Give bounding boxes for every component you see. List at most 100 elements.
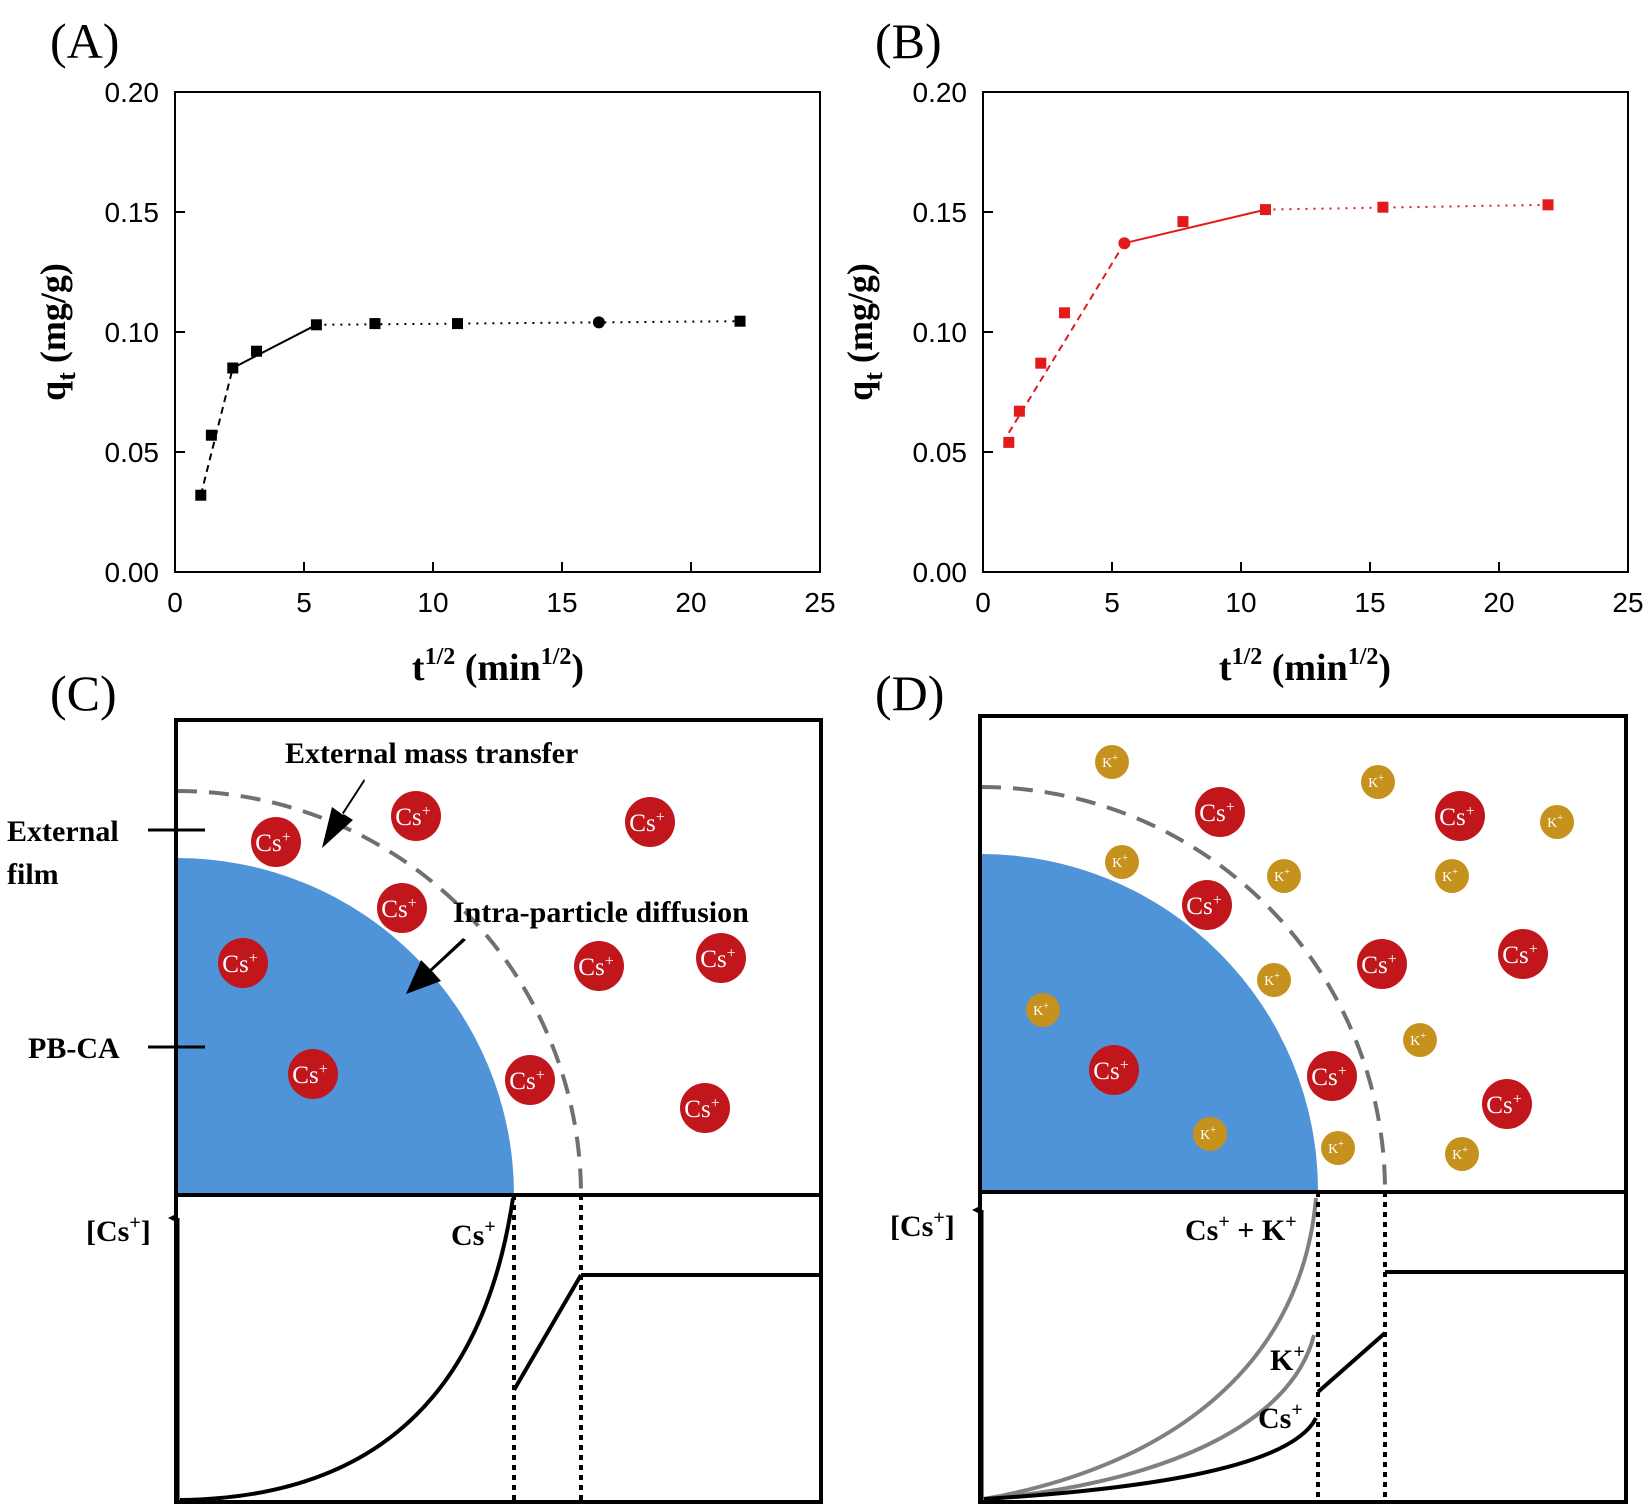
chart-a-fit-solid	[232, 323, 317, 369]
svg-text:K+: K+	[1328, 1139, 1344, 1157]
diagram-d-k-profile	[983, 1334, 1316, 1501]
chart-b-xtick-label: 10	[1225, 587, 1256, 618]
chart-b-fit-dotted	[1265, 203, 1549, 211]
chart-b-frame	[982, 91, 1629, 573]
diagram-c: External mass transfer Intra-particle di…	[7, 718, 823, 1504]
svg-text:K+: K+	[1102, 753, 1118, 771]
chart-a-xtick-label: 15	[546, 587, 577, 618]
cs-ion: Cs+	[1498, 929, 1548, 979]
chart-a-ylabel: qt (mg/g)	[33, 263, 81, 401]
chart-a-xtick-label: 0	[167, 587, 183, 618]
diagram-c-cs-film-gradient	[512, 1273, 583, 1392]
chart-b-fit-solid	[1124, 208, 1266, 245]
panel-label-a: (A)	[50, 13, 119, 69]
svg-text:K+: K+	[1547, 813, 1563, 831]
chart-b-ytick-label: 0.10	[913, 317, 968, 348]
chart-b-xtick-label: 25	[1612, 587, 1643, 618]
svg-text:K+: K+	[1033, 1001, 1049, 1019]
diagram-d-profile-frame	[978, 1190, 1628, 1504]
cs-ion: Cs+	[1357, 939, 1407, 989]
k-ion: K+	[1026, 993, 1060, 1027]
svg-text:Cs+: Cs+	[1486, 1091, 1521, 1119]
panel-label-b: (B)	[875, 13, 942, 69]
external-mass-transfer-arrow	[322, 779, 365, 848]
chart-a-xtick-label: 25	[804, 587, 835, 618]
svg-text:Cs+: Cs+	[395, 803, 430, 831]
chart-b-data-point	[1003, 436, 1015, 448]
chart-b-data-point	[1035, 357, 1047, 369]
svg-text:Cs+: Cs+	[292, 1061, 327, 1089]
cs-ion: Cs+	[218, 938, 268, 988]
cs-ion: Cs+	[1182, 880, 1232, 930]
svg-text:Cs+: Cs+	[700, 945, 735, 973]
cs-ion: Cs+	[1195, 787, 1245, 837]
svg-text:Cs+: Cs+	[578, 953, 613, 981]
chart-a-data-point	[452, 318, 464, 330]
chart-b-data-point	[1059, 307, 1071, 319]
chart-b-ytick-label: 0.00	[913, 557, 968, 588]
chart-b-data-point	[1542, 199, 1554, 211]
svg-text:K+: K+	[1368, 773, 1384, 791]
pbca-particle	[177, 858, 514, 1193]
svg-text:K+: K+	[1452, 1145, 1468, 1163]
svg-text:Cs+: Cs+	[1093, 1057, 1128, 1085]
chart-a: 0 5 10 15 20 25 0.00 0.05 0.10 0.15 0.20 qt (mg/g)…	[33, 77, 836, 689]
diagram-d-sum-profile	[983, 1197, 1318, 1501]
chart-a-ytick-label: 0.00	[105, 557, 160, 588]
chart-b-fit-dashed	[1007, 242, 1126, 434]
chart-b-data-point	[1118, 237, 1131, 250]
diagram-c-cs-profile-inside	[179, 1197, 515, 1502]
svg-text:Cs+: Cs+	[684, 1095, 719, 1123]
diagram-c-axis-label: [Cs+]	[86, 1212, 151, 1248]
cs-ion: Cs+	[288, 1049, 338, 1099]
external-film-label-line2: film	[7, 858, 59, 891]
diagram-d-cs-label: Cs+	[1258, 1399, 1303, 1435]
chart-a-ytick-label: 0.10	[105, 317, 160, 348]
k-ion: K+	[1095, 745, 1129, 779]
svg-text:Cs+: Cs+	[509, 1067, 544, 1095]
chart-a-data-point	[369, 318, 381, 330]
svg-text:Cs+: Cs+	[381, 895, 416, 923]
cs-ion: Cs+	[680, 1083, 730, 1133]
panel-label-c: (C)	[50, 665, 117, 721]
k-ion: K+	[1540, 805, 1574, 839]
chart-b-ylabel: qt (mg/g)	[840, 263, 888, 401]
chart-b-xtick-label: 20	[1483, 587, 1514, 618]
chart-a-xtick-label: 10	[417, 587, 448, 618]
k-ion: K+	[1361, 765, 1395, 799]
chart-a-data-point	[251, 345, 263, 357]
svg-text:Cs+: Cs+	[1439, 803, 1474, 831]
k-ion: K+	[1403, 1023, 1437, 1057]
external-film-label-line1: External	[7, 815, 119, 848]
chart-b-xtick-label: 15	[1354, 587, 1385, 618]
cs-ion: Cs+	[574, 941, 624, 991]
chart-b-xlabel: t1/2 (min1/2)	[1219, 644, 1391, 689]
svg-text:K+: K+	[1200, 1125, 1216, 1143]
chart-a-data-point	[205, 429, 217, 441]
chart-a-data-point	[310, 319, 322, 331]
k-ion: K+	[1445, 1137, 1479, 1171]
chart-a-data-point	[227, 362, 239, 374]
chart-a-ytick-label: 0.15	[105, 197, 160, 228]
external-mass-transfer-label: External mass transfer	[285, 737, 578, 770]
chart-b-ytick-label: 0.20	[913, 77, 968, 108]
k-ion: K+	[1257, 963, 1291, 997]
svg-text:Cs+: Cs+	[1502, 941, 1537, 969]
svg-text:Cs+: Cs+	[629, 809, 664, 837]
k-ion: K+	[1193, 1117, 1227, 1151]
chart-a-xtick-label: 20	[675, 587, 706, 618]
chart-b-data-point	[1377, 201, 1389, 213]
chart-a-frame	[174, 91, 821, 573]
cs-ion: Cs+	[1307, 1051, 1357, 1101]
chart-a-xlabel: t1/2 (min1/2)	[412, 644, 584, 689]
intra-particle-diffusion-label: Intra-particle diffusion	[453, 896, 749, 929]
k-ion: K+	[1105, 845, 1139, 879]
svg-text:Cs+: Cs+	[1361, 951, 1396, 979]
svg-text:K+: K+	[1410, 1031, 1426, 1049]
svg-text:K+: K+	[1274, 867, 1290, 885]
svg-text:Cs+: Cs+	[1186, 892, 1221, 920]
chart-b-ytick-label: 0.05	[913, 437, 968, 468]
diagram-d-cs-film-gradient	[1316, 1331, 1387, 1394]
k-ion: K+	[1267, 859, 1301, 893]
diagram-d-sum-label: Cs+ + K+	[1185, 1211, 1297, 1247]
